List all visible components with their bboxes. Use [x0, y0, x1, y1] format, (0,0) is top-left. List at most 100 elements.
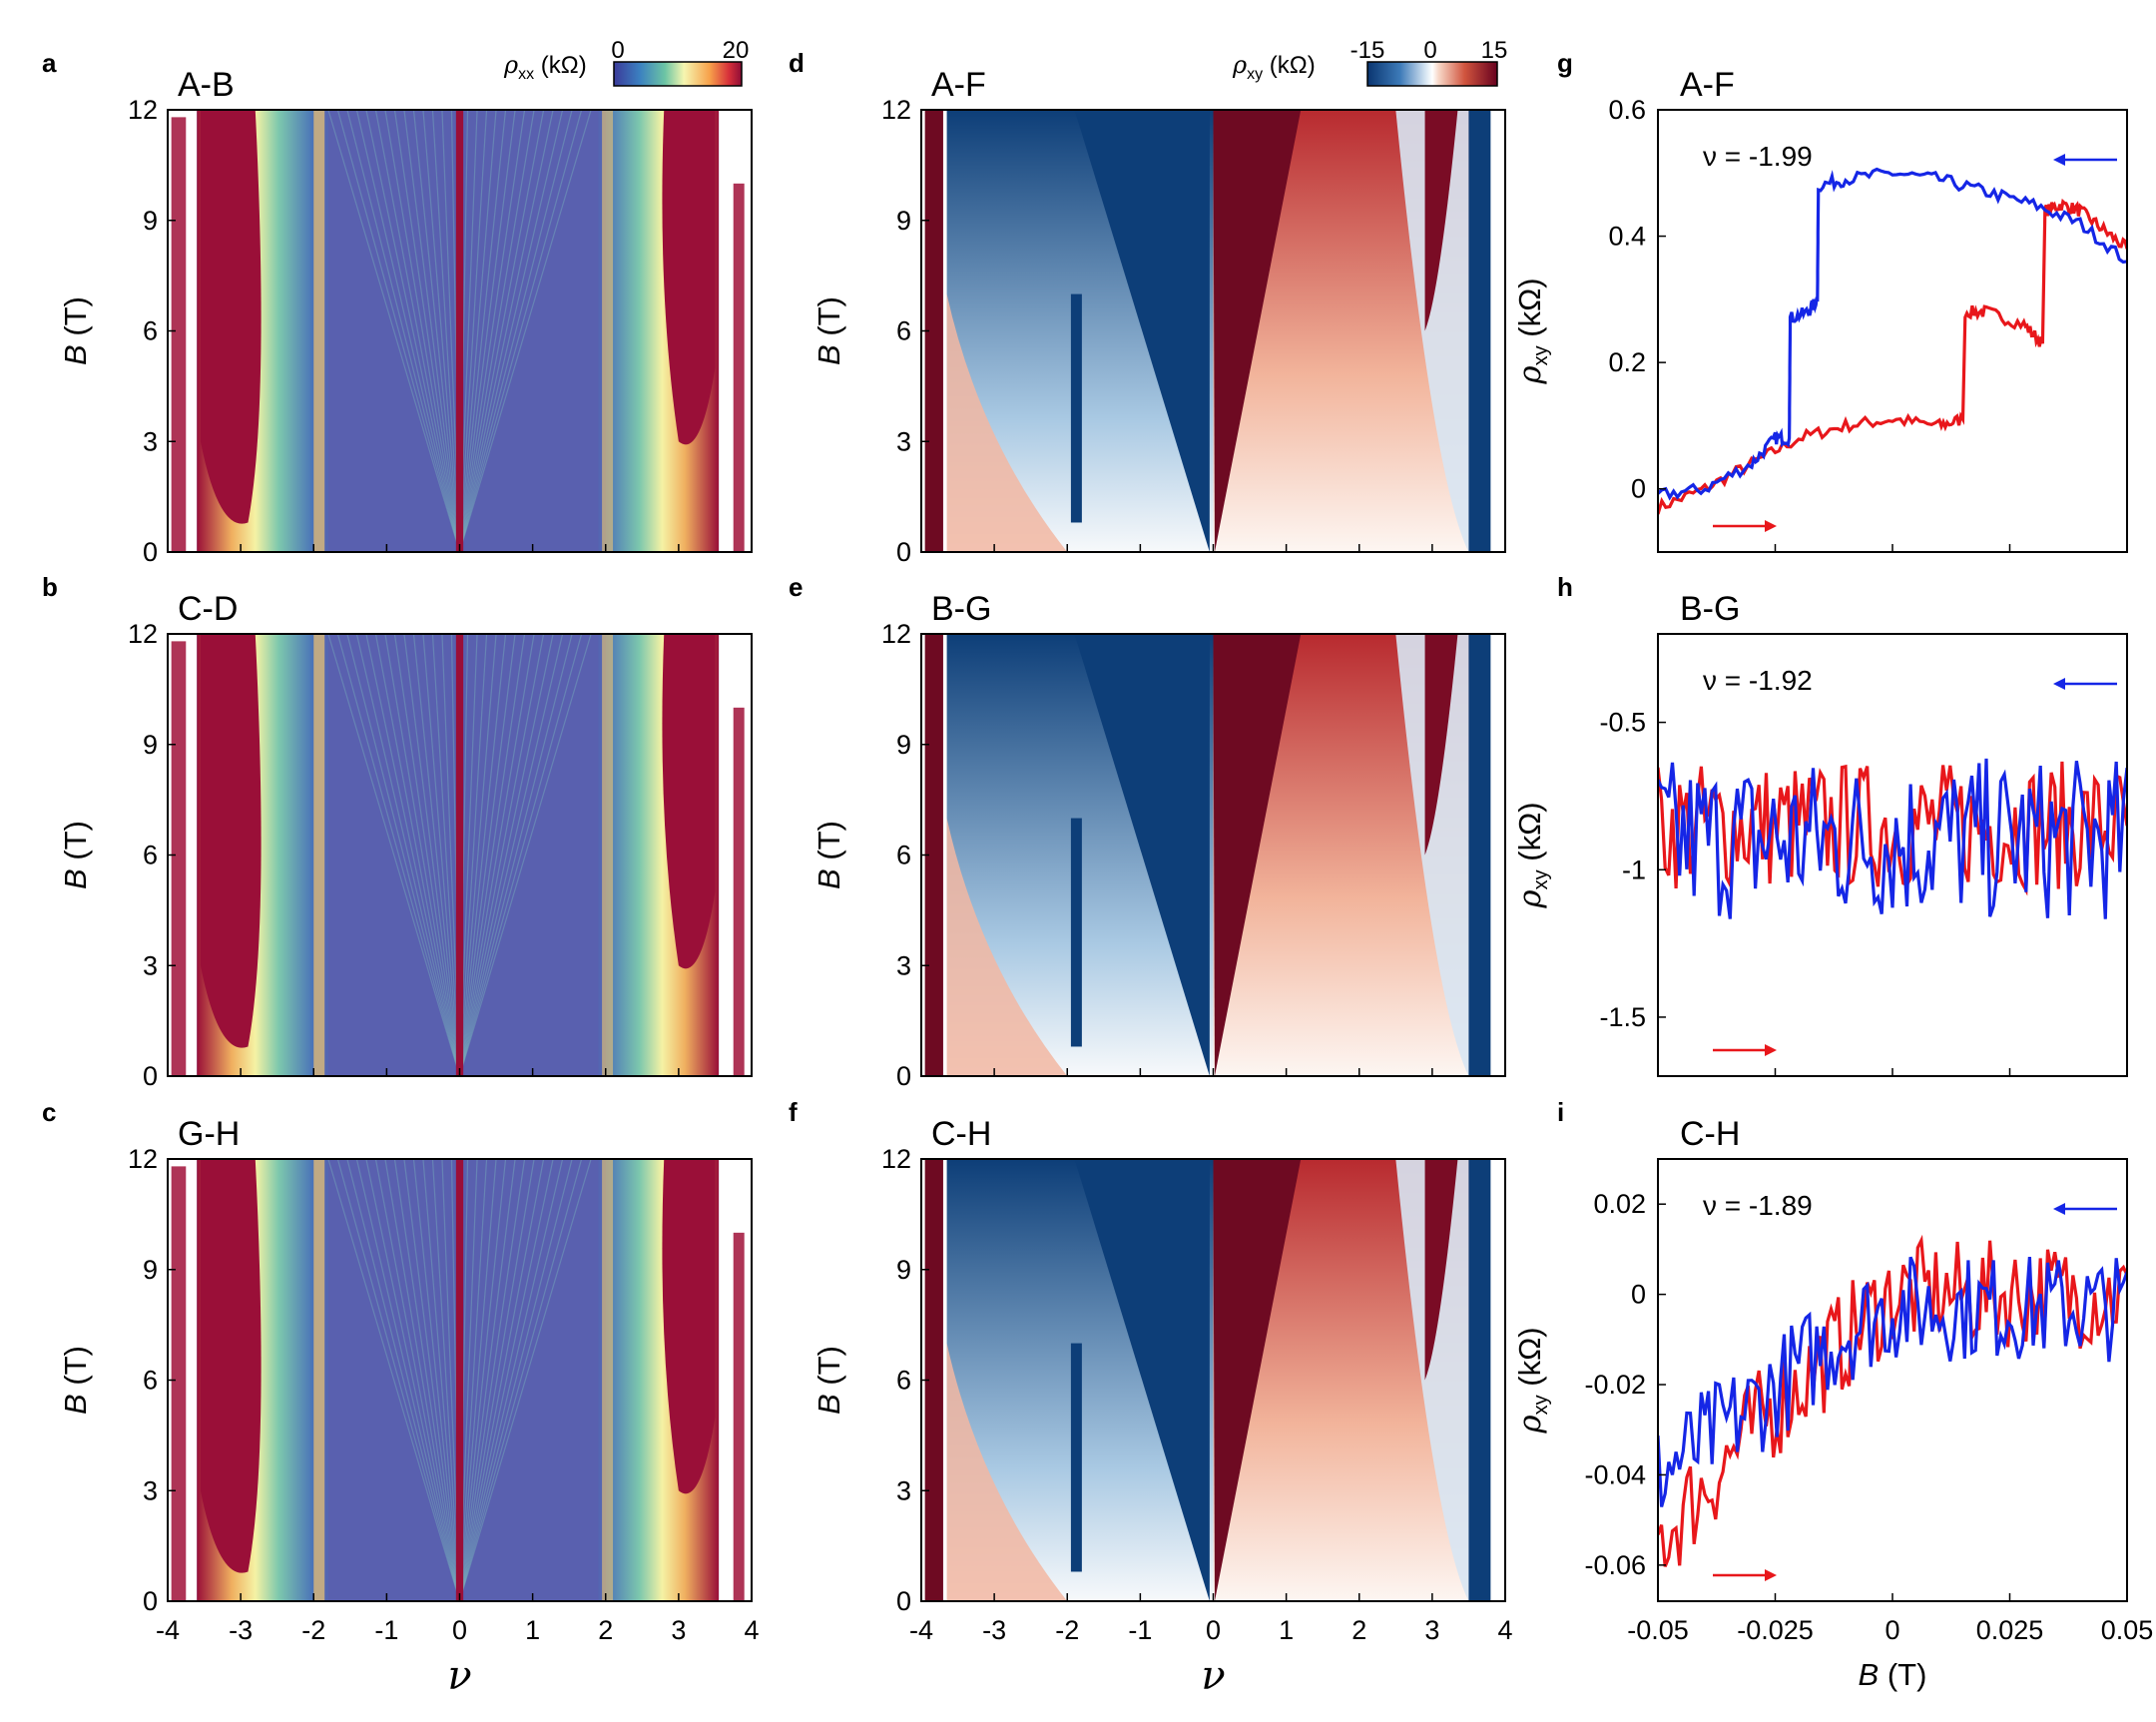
y-tick-d-9: 9	[896, 206, 911, 236]
x-tick-f-2: 2	[1351, 1615, 1366, 1645]
annotation-g: ν = -1.99	[1703, 141, 1813, 172]
y-tick-i: 0	[1631, 1280, 1646, 1310]
panel-letter-b: b	[42, 572, 58, 602]
y-tick-c-6: 6	[143, 1366, 158, 1396]
y-tick-d-6: 6	[896, 316, 911, 346]
x-tick-f-0: 0	[1206, 1615, 1221, 1645]
y-tick-a-12: 12	[128, 95, 158, 125]
x-tick-f-3: 3	[1424, 1615, 1439, 1645]
x-tick-f--1: -1	[1128, 1615, 1152, 1645]
panel-letter-e: e	[789, 572, 803, 602]
y-tick-c-12: 12	[128, 1144, 158, 1174]
y-tick-f-0: 0	[896, 1586, 911, 1616]
colorbar-rxy-max: 15	[1481, 37, 1508, 64]
x-tick-c--2: -2	[301, 1615, 325, 1645]
x-tick-f-1: 1	[1279, 1615, 1294, 1645]
panel-letter-d: d	[789, 48, 805, 78]
colorbar-rxx-min: 0	[611, 37, 624, 64]
panel-letter-c: c	[42, 1097, 56, 1127]
y-tick-h: -0.5	[1599, 708, 1646, 738]
panel-e: 0 3 6 9 12 e B-G B (T)	[789, 572, 1506, 1091]
x-tick-f-4: 4	[1497, 1615, 1512, 1645]
panel-d: 0 3 6 9 12 d A-F B (T)	[789, 48, 1506, 567]
y-tick-b-12: 12	[128, 619, 158, 649]
y-tick-g: 0.6	[1608, 95, 1646, 125]
heatmap-e	[921, 634, 1505, 1076]
x-tick-i: 0.025	[1976, 1615, 2044, 1645]
y-tick-g: 0.2	[1608, 347, 1646, 377]
y-axis-label-g: ρxy (kΩ)	[1512, 278, 1552, 384]
y-axis-label-e: B (T)	[811, 821, 846, 889]
panel-title-i: C-H	[1680, 1115, 1740, 1153]
panel-title-c: G-H	[178, 1115, 240, 1153]
y-tick-i: -0.06	[1584, 1550, 1646, 1580]
y-axis-label-d: B (T)	[811, 296, 846, 365]
y-tick-i: 0.02	[1593, 1189, 1646, 1219]
panel-letter-f: f	[789, 1097, 798, 1127]
y-axis-label-i: ρxy (kΩ)	[1512, 1327, 1552, 1434]
panel-a: 0 3 6 9 12 a A-B B (T)	[42, 48, 753, 567]
plot-frame-i	[1657, 1158, 2128, 1602]
y-tick-a-9: 9	[143, 206, 158, 236]
series-red-i	[1658, 1234, 2127, 1567]
y-tick-e-0: 0	[896, 1061, 911, 1091]
y-tick-c-9: 9	[143, 1255, 158, 1285]
series-blue-h	[1658, 758, 2127, 919]
panel-letter-g: g	[1557, 48, 1573, 78]
heatmap-f	[921, 1159, 1505, 1601]
x-tick-c-4: 4	[744, 1615, 759, 1645]
y-tick-b-9: 9	[143, 730, 158, 760]
colorbar-rxy-min: -15	[1350, 37, 1385, 64]
x-axis-label-f: ν	[1201, 1653, 1225, 1699]
colorbar-rxy-bar	[1366, 61, 1498, 87]
series-blue-g	[1658, 167, 2127, 501]
y-axis-label-a: B (T)	[58, 296, 93, 365]
panel-title-g: A-F	[1680, 66, 1735, 104]
colorbar-rxx: ρxx (kΩ) 0 20	[503, 37, 749, 87]
y-tick-b-3: 3	[143, 950, 158, 980]
heatmap-d	[921, 110, 1505, 552]
y-tick-d-3: 3	[896, 426, 911, 456]
x-tick-c-1: 1	[525, 1615, 540, 1645]
y-tick-b-0: 0	[143, 1061, 158, 1091]
colorbar-rxx-label: ρxx (kΩ)	[503, 51, 587, 83]
x-tick-i: -0.05	[1627, 1615, 1689, 1645]
x-axis-label-i: B (T)	[1859, 1657, 1927, 1692]
panel-letter-h: h	[1557, 572, 1573, 602]
y-tick-b-6: 6	[143, 841, 158, 870]
heatmap-a	[168, 110, 752, 552]
y-tick-f-9: 9	[896, 1255, 911, 1285]
x-tick-f--4: -4	[909, 1615, 933, 1645]
y-tick-e-9: 9	[896, 730, 911, 760]
y-tick-d-12: 12	[881, 95, 911, 125]
heatmap-c	[168, 1159, 752, 1601]
y-tick-a-3: 3	[143, 426, 158, 456]
panel-b: 0 3 6 9 12 b C-D B (T)	[42, 572, 753, 1091]
x-tick-f--2: -2	[1055, 1615, 1079, 1645]
x-tick-c-2: 2	[598, 1615, 613, 1645]
y-tick-g: 0	[1631, 474, 1646, 504]
y-tick-f-3: 3	[896, 1475, 911, 1505]
y-tick-f-12: 12	[881, 1144, 911, 1174]
y-tick-a-6: 6	[143, 316, 158, 346]
annotation-h: ν = -1.92	[1703, 665, 1813, 696]
colorbar-rxy-label: ρxy (kΩ)	[1232, 51, 1316, 83]
y-tick-i: -0.02	[1584, 1370, 1646, 1400]
series-red-h	[1658, 761, 2127, 896]
series-red-g	[1658, 198, 2127, 515]
y-axis-label-c: B (T)	[58, 1346, 93, 1415]
y-tick-e-3: 3	[896, 950, 911, 980]
colorbar-rxy-zero: 0	[1423, 37, 1436, 64]
y-tick-f-6: 6	[896, 1366, 911, 1396]
y-tick-a-0: 0	[143, 537, 158, 567]
heatmap-b	[168, 634, 752, 1076]
x-tick-c--3: -3	[229, 1615, 253, 1645]
y-tick-d-0: 0	[896, 537, 911, 567]
y-tick-c-0: 0	[143, 1586, 158, 1616]
x-tick-i: 0	[1885, 1615, 1899, 1645]
x-tick-i: -0.025	[1737, 1615, 1814, 1645]
x-tick-c-3: 3	[671, 1615, 686, 1645]
y-tick-h: -1.5	[1599, 1002, 1646, 1032]
